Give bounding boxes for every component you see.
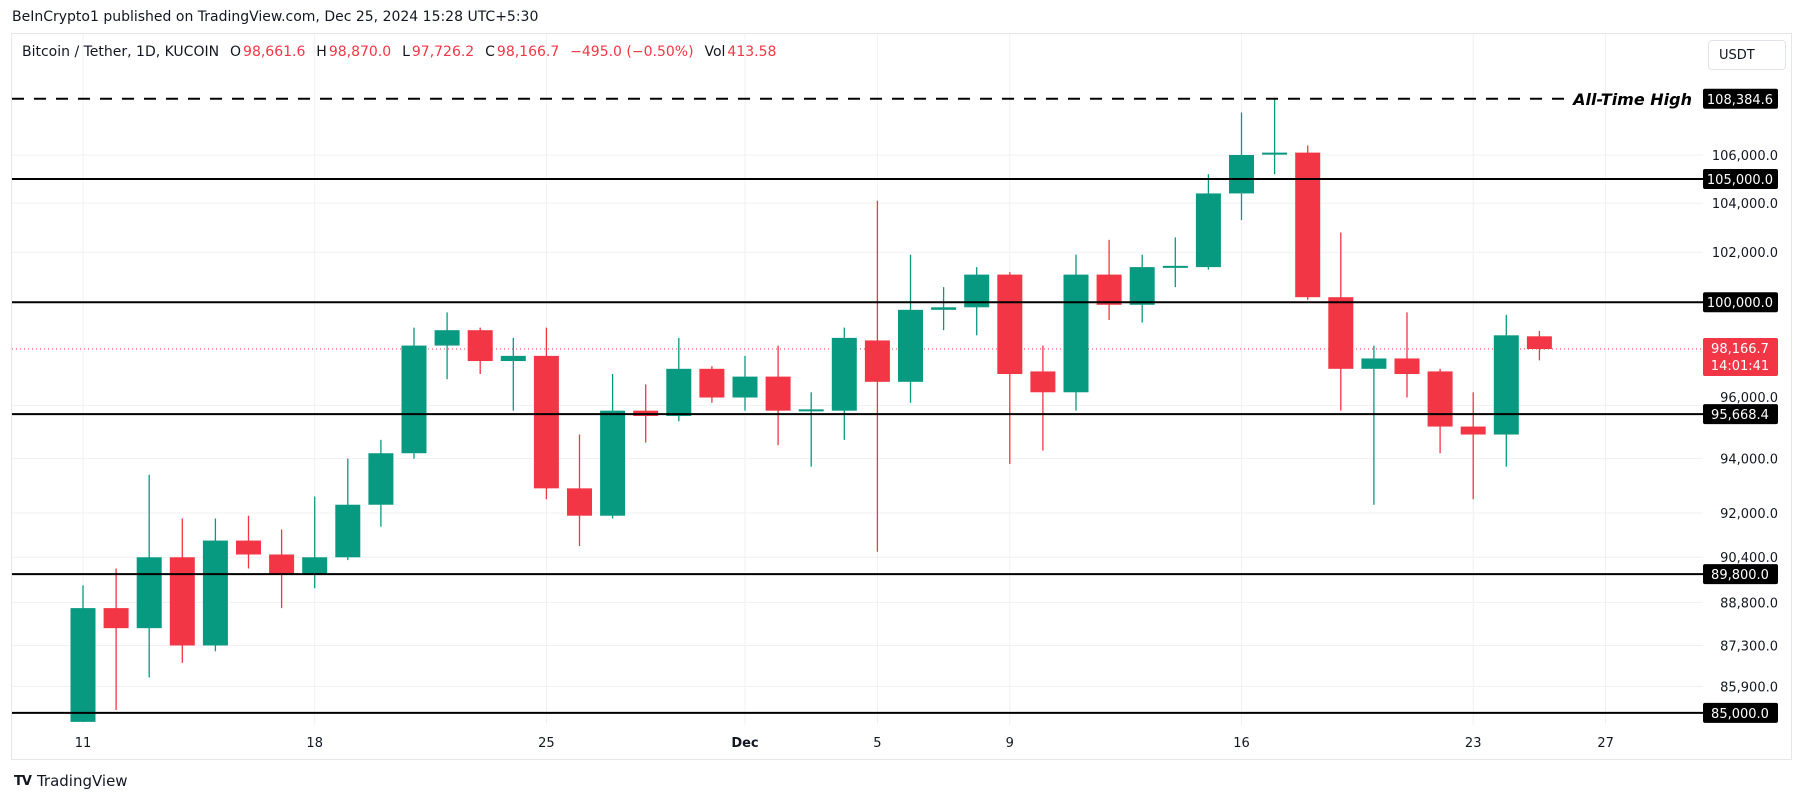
candle-body: [1295, 152, 1321, 298]
ath-annotation: All-Time High: [1571, 90, 1692, 109]
y-tick-label: 102,000.0: [1712, 246, 1778, 261]
high-label: H: [316, 44, 327, 60]
candle-body: [302, 557, 328, 575]
candle-body: [732, 376, 758, 398]
candle-body: [434, 330, 460, 346]
change-value: −495.0 (−0.50%): [570, 44, 694, 60]
level-price-label: 89,800.0: [1711, 568, 1769, 583]
last-price-label: 98,166.7: [1711, 342, 1769, 357]
x-tick-label: 11: [75, 736, 92, 751]
candle-body: [798, 409, 824, 412]
candle-body: [1460, 426, 1486, 435]
candle-body: [765, 376, 791, 411]
volume-label: Vol: [704, 44, 726, 60]
candle-body: [467, 330, 493, 362]
close-value: 98,166.7: [496, 44, 560, 60]
candle-body: [1394, 358, 1420, 375]
tradingview-logo-icon: TV: [14, 773, 32, 789]
candle-body: [1096, 274, 1122, 305]
candle-body: [335, 504, 361, 558]
candle-body: [1063, 274, 1089, 393]
level-price-label: 95,668.4: [1711, 408, 1769, 423]
y-tick-label: 96,000.0: [1720, 391, 1778, 406]
candle-body: [1262, 152, 1288, 155]
x-tick-label: 25: [538, 736, 555, 751]
candle-body: [500, 355, 526, 362]
candle-body: [931, 307, 957, 310]
y-tick-label: 87,300.0: [1720, 639, 1778, 654]
candle-body: [1427, 371, 1453, 427]
level-price-label: 105,000.0: [1707, 173, 1773, 188]
x-tick-label: 16: [1233, 736, 1250, 751]
candle-body: [1493, 335, 1519, 435]
high-value: 98,870.0: [328, 44, 392, 60]
level-price-box: [1703, 404, 1778, 425]
candle-body: [202, 540, 228, 646]
candle-body: [136, 557, 162, 629]
x-tick-label: 9: [1006, 736, 1014, 751]
candle-body: [1030, 371, 1056, 393]
candle-body: [103, 608, 129, 629]
symbol-title[interactable]: Bitcoin / Tether, 1D, KUCOIN: [22, 44, 220, 60]
candle-body: [1129, 267, 1155, 305]
candle-body: [70, 608, 96, 722]
level-price-label: 108,384.6: [1707, 93, 1773, 108]
x-tick-label: 23: [1465, 736, 1482, 751]
candle-body: [236, 540, 261, 555]
level-price-box: [1703, 292, 1778, 313]
level-price-box: [1703, 88, 1778, 109]
level-price-label: 85,000.0: [1711, 707, 1769, 722]
x-tick-label: 5: [873, 736, 881, 751]
countdown-label: 14:01:41: [1711, 359, 1769, 374]
candle-body: [831, 337, 857, 411]
tradingview-brand[interactable]: TV TradingView: [14, 772, 128, 790]
candle-body: [401, 345, 427, 454]
close-label: C: [485, 44, 495, 60]
candle-body: [1162, 265, 1188, 268]
candle-body: [1526, 336, 1552, 350]
candle-body: [1328, 297, 1354, 369]
x-tick-label: Dec: [731, 736, 758, 751]
candle-body: [368, 453, 394, 505]
candle-body: [898, 309, 923, 382]
candle-body: [666, 368, 692, 416]
low-value: 97,726.2: [411, 44, 475, 60]
level-price-box: [1703, 564, 1778, 585]
last-price-box: [1703, 338, 1778, 377]
tradingview-brand-text: TradingView: [36, 772, 128, 790]
candle-body: [1195, 193, 1221, 268]
level-price-box: [1703, 168, 1778, 189]
y-tick-label: 85,900.0: [1720, 680, 1778, 695]
y-tick-label: 104,000.0: [1712, 197, 1778, 212]
candle-body: [600, 410, 626, 516]
candle-body: [533, 355, 559, 489]
candle-body: [567, 488, 592, 516]
candle-body: [269, 554, 295, 575]
y-tick-label: 106,000.0: [1712, 149, 1778, 164]
currency-button[interactable]: USDT: [1708, 40, 1786, 70]
publisher-line: BeInCrypto1 published on TradingView.com…: [12, 9, 539, 25]
candle-body: [1229, 155, 1254, 194]
level-price-box: [1703, 702, 1778, 723]
candle-body: [699, 368, 725, 398]
open-label: O: [230, 44, 242, 60]
y-tick-label: 94,000.0: [1720, 453, 1778, 468]
x-tick-label: 18: [306, 736, 323, 751]
candle-body: [169, 557, 195, 646]
ohlc-legend: Bitcoin / Tether, 1D, KUCOIN O 98,661.6 H…: [22, 44, 778, 60]
level-price-label: 100,000.0: [1707, 296, 1773, 311]
volume-value: 413.58: [727, 44, 777, 60]
candle-body: [864, 340, 890, 382]
y-tick-label: 92,000.0: [1720, 507, 1778, 522]
chart-frame: [11, 33, 1792, 760]
open-value: 98,661.6: [243, 44, 306, 60]
low-label: L: [402, 44, 410, 60]
candle-body: [1361, 358, 1387, 369]
candle-body: [997, 274, 1023, 375]
x-tick-label: 27: [1597, 736, 1614, 751]
y-tick-label: 90,400.0: [1720, 551, 1778, 566]
y-tick-label: 88,800.0: [1720, 596, 1778, 611]
